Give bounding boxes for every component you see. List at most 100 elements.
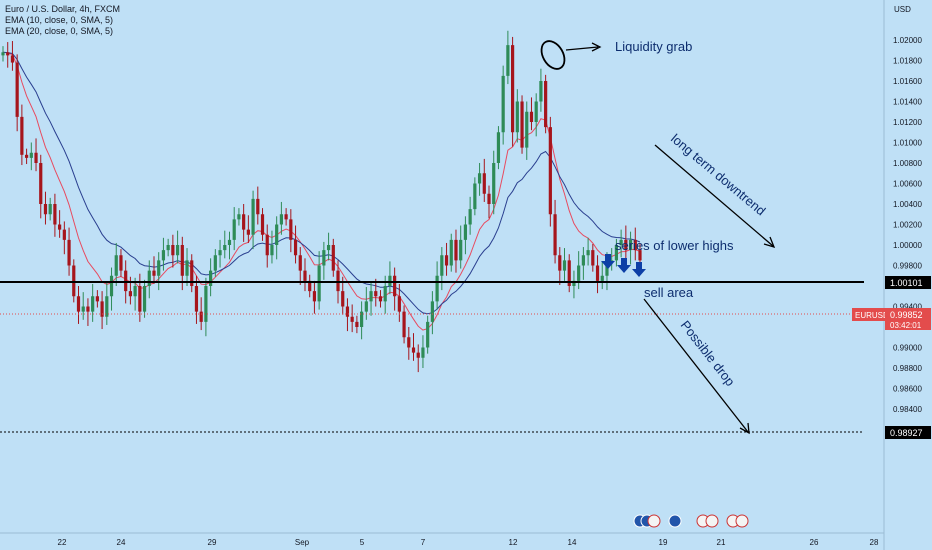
candle [421, 335, 425, 368]
candle [100, 291, 104, 330]
candle [553, 199, 557, 264]
candle [157, 252, 161, 291]
candle [58, 210, 62, 238]
time-tick-label: 26 [810, 538, 819, 547]
candle [105, 281, 109, 325]
candle [62, 221, 66, 255]
down-arrow-marker [601, 254, 615, 269]
symbol-tag [852, 308, 885, 321]
candle [449, 233, 453, 272]
candle [331, 238, 335, 277]
down-arrow-marker [617, 258, 631, 273]
price-tick-label: 1.02000 [893, 36, 922, 45]
candle [223, 230, 227, 259]
candle [525, 101, 529, 160]
candle [171, 234, 175, 268]
candle [473, 177, 477, 216]
price-tick-label: 0.99000 [893, 344, 922, 353]
chart-legend: Euro / U.S. Dollar, 4h, FXCM EMA (10, cl… [5, 4, 120, 37]
candle [256, 186, 260, 225]
us-event-icon[interactable] [647, 514, 661, 528]
liquidity-grab-ellipse[interactable] [537, 37, 569, 73]
possible-drop-arrowhead [739, 422, 750, 435]
candle [567, 254, 571, 293]
candle [275, 216, 279, 260]
candle [29, 142, 33, 171]
candle [591, 243, 595, 272]
candle [95, 290, 99, 308]
price-tick-label: 1.01600 [893, 77, 922, 86]
candle [444, 242, 449, 276]
candle [20, 104, 24, 166]
liquidity-grab-arrowhead [591, 42, 602, 52]
candle [166, 238, 170, 257]
candle [350, 304, 354, 333]
candle [614, 238, 619, 267]
price-tick-label: 0.98600 [893, 385, 922, 394]
us-event-icon[interactable] [705, 514, 719, 528]
candle [237, 208, 241, 226]
candle [501, 65, 505, 145]
time-axis[interactable]: 22 24 29 Sep 5 7 12 14 19 21 26 28 [0, 532, 884, 547]
ema-lines [2, 51, 641, 331]
candle [378, 290, 383, 308]
candle [119, 249, 123, 277]
candle [24, 148, 29, 165]
candle [577, 251, 581, 290]
candle [175, 230, 180, 264]
price-axis[interactable]: USD 1.020001.018001.016001.014001.012001… [852, 0, 931, 550]
candle [326, 232, 331, 261]
candle [454, 229, 458, 273]
ema-10-line [2, 51, 641, 331]
price-tick-label: 0.98800 [893, 364, 922, 373]
resistance-level-value: 1.00101 [890, 278, 923, 288]
candle [194, 275, 199, 324]
candle [360, 301, 364, 340]
candle [114, 242, 118, 286]
candle [128, 276, 132, 305]
symbol-title[interactable]: Euro / U.S. Dollar, 4h, FXCM [5, 4, 121, 14]
candle [303, 258, 307, 292]
candle [265, 224, 269, 268]
candle [487, 185, 491, 219]
candle [435, 261, 439, 310]
candle [544, 74, 548, 134]
ema-10-legend[interactable]: EMA (10, close, 0, SMA, 5) [5, 15, 114, 25]
candle [572, 270, 576, 299]
candle [364, 287, 368, 320]
price-ticks: 1.02000 1.01800 1.01600 1.01400 1.01200 1.010… [893, 36, 922, 435]
time-tick-label: 28 [870, 538, 879, 547]
candle [152, 256, 156, 284]
candle [397, 283, 401, 322]
liquidity-grab-label: Liquidity grab [615, 39, 692, 54]
candle [539, 68, 543, 112]
us-event-icon[interactable] [735, 514, 749, 528]
candle [482, 158, 486, 202]
price-tick-label: 1.01800 [893, 57, 922, 66]
candle [610, 248, 614, 271]
candle [289, 209, 293, 253]
downtrend-arrow[interactable] [654, 144, 774, 247]
ema-20-legend[interactable]: EMA (20, close, 0, SMA, 5) [5, 26, 114, 36]
candle [232, 207, 236, 251]
economic-event-flags[interactable] [633, 514, 749, 528]
candle [624, 225, 628, 259]
time-tick-label: 12 [509, 538, 518, 547]
candle [515, 89, 519, 143]
candle [298, 247, 302, 285]
eu-event-icon[interactable] [668, 514, 682, 528]
candle [393, 267, 397, 311]
candle [308, 274, 312, 298]
candle [142, 279, 147, 318]
support-level-value: 0.98927 [890, 428, 923, 438]
candle [213, 249, 217, 277]
candle [317, 251, 321, 310]
possible-drop-arrow[interactable] [643, 298, 749, 433]
candle [270, 230, 274, 264]
candle [595, 255, 600, 294]
candle [1, 46, 5, 62]
liquidity-grab-arrow[interactable] [565, 46, 599, 51]
last-price-value: 0.99852 [890, 310, 923, 320]
candle [562, 248, 567, 281]
